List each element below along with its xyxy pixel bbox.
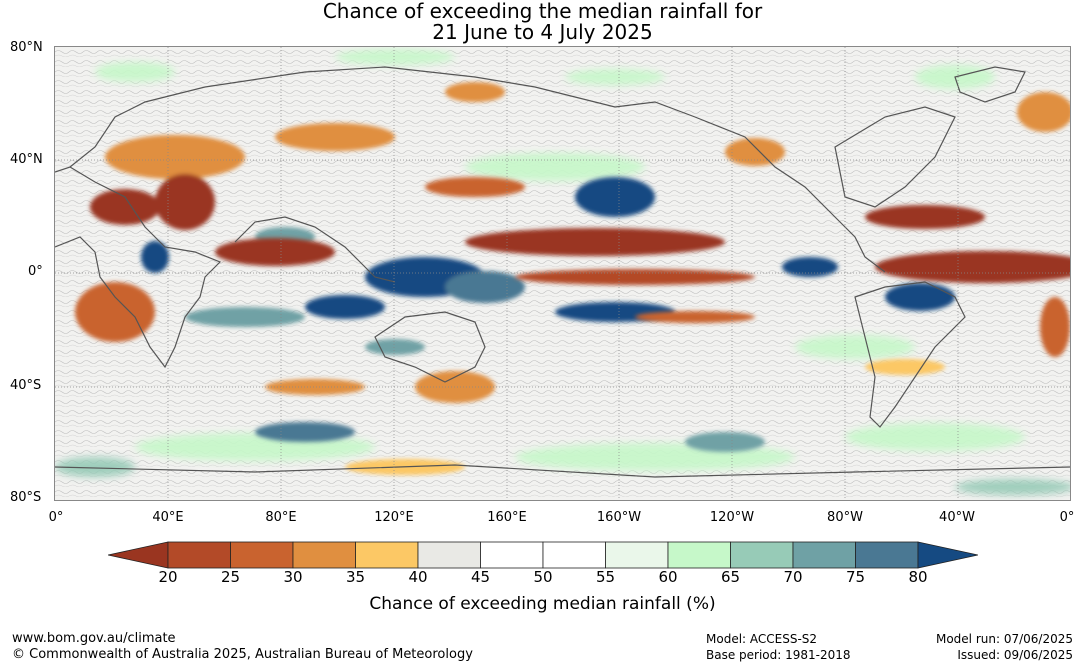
lat-label-eq: 0° [28, 264, 43, 279]
rainfall-map [54, 46, 1071, 501]
footer-copyright: © Commonwealth of Australia 2025, Austra… [12, 647, 473, 662]
colorbar-segment [730, 541, 794, 569]
colorbar-tick-label: 40 [408, 568, 428, 586]
lon-label: 160°E [487, 510, 527, 525]
colorbar-tick-label: 35 [345, 568, 366, 586]
lat-label-80n: 80°N [10, 40, 43, 55]
colorbar [108, 541, 978, 569]
colorbar-tick-label: 45 [470, 568, 491, 586]
colorbar-extend-high [917, 541, 978, 569]
lat-label-80s: 80°S [10, 490, 42, 505]
colorbar-tick-label: 55 [595, 568, 616, 586]
map-title-line2: 21 June to 4 July 2025 [432, 20, 653, 44]
coastlines [55, 66, 1070, 478]
colorbar-segment [855, 541, 919, 569]
colorbar-segment [667, 541, 731, 569]
lat-label-40s: 40°S [10, 378, 42, 393]
colorbar-tick-label: 30 [283, 568, 303, 586]
lon-label: 80°E [265, 510, 297, 525]
lon-label: 0° [1059, 510, 1075, 525]
colorbar-segment [605, 541, 669, 569]
colorbar-segment [480, 541, 544, 569]
map-canvas [55, 47, 1070, 500]
colorbar-tick-label: 65 [720, 568, 741, 586]
footer-model: Model: ACCESS-S2 [706, 632, 818, 646]
colorbar-extend-low [108, 541, 169, 569]
footer-issued: Issued: 09/06/2025 [957, 648, 1073, 662]
lon-label: 0° [48, 510, 64, 525]
footer-base-period: Base period: 1981-2018 [706, 648, 851, 662]
colorbar-tick-label: 50 [533, 568, 553, 586]
colorbar-segment [417, 541, 481, 569]
colorbar-title: Chance of exceeding median rainfall (%) [369, 594, 716, 614]
lon-label: 160°W [596, 510, 642, 525]
lat-label-40n: 40°N [10, 152, 43, 167]
colorbar-tick-label: 25 [220, 568, 241, 586]
footer-site: www.bom.gov.au/climate [12, 631, 176, 646]
lon-label: 120°W [709, 510, 755, 525]
colorbar-tick-label: 75 [845, 568, 866, 586]
footer-model-run: Model run: 07/06/2025 [935, 632, 1073, 646]
colorbar-segment [792, 541, 856, 569]
colorbar-segment [230, 541, 294, 569]
graticule [55, 47, 1070, 500]
colorbar-segment [292, 541, 356, 569]
lon-label: 80°W [827, 510, 863, 525]
colorbar-tick-label: 80 [908, 568, 928, 586]
colorbar-tick-label: 20 [158, 568, 178, 586]
lon-label: 120°E [374, 510, 414, 525]
lon-label: 40°E [152, 510, 184, 525]
colorbar-segment [167, 541, 231, 569]
colorbar-tick-label: 70 [783, 568, 803, 586]
colorbar-segment [355, 541, 419, 569]
colorbar-segment [542, 541, 606, 569]
colorbar-tick-label: 60 [658, 568, 678, 586]
lon-label: 40°W [939, 510, 975, 525]
map-title-line1: Chance of exceeding the median rainfall … [322, 0, 763, 23]
